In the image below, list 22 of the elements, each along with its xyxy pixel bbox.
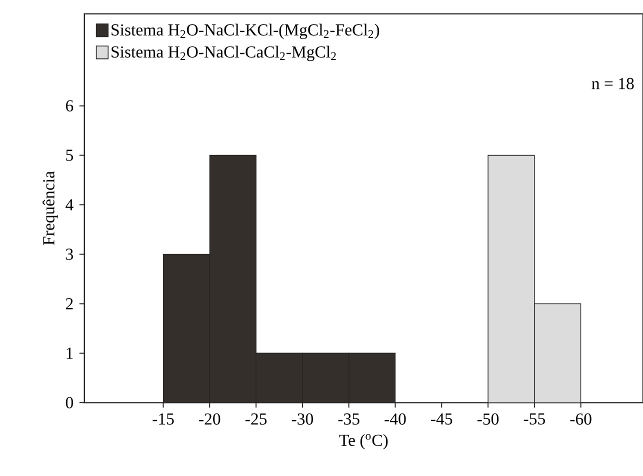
x-tick-label: -25 <box>245 414 267 425</box>
x-tick-label: -30 <box>292 414 313 425</box>
legend-label: Sistema H$_{2}$O-NaCl-CaCl$_{2}$-MgCl$_{2}$ <box>112 46 336 62</box>
x-tick-label: -35 <box>338 414 360 425</box>
x-axis-title: Te ($^{o}$C) <box>339 434 388 450</box>
x-tick-label: -50 <box>477 414 499 425</box>
y-tick-label: 0 <box>66 397 74 408</box>
y-tick-label: 4 <box>66 199 74 210</box>
y-tick-label: 1 <box>66 348 73 359</box>
x-tick-label: -45 <box>431 414 452 425</box>
y-axis-title: Frequência <box>42 171 58 246</box>
x-tick-label: -20 <box>199 414 220 425</box>
y-tick-label: 3 <box>66 248 74 260</box>
x-tick-label: -15 <box>152 414 174 425</box>
y-tick-label: 6 <box>66 100 74 112</box>
x-tick-label: -60 <box>570 414 592 425</box>
x-tick-label: -40 <box>384 414 406 425</box>
y-tick-label: 2 <box>66 298 73 310</box>
y-tick-label: 5 <box>66 150 74 162</box>
legend-label: Sistema H$_{2}$O-NaCl-KCl-(MgCl$_{2}$-FeCl$_{2}$) <box>112 24 380 40</box>
x-tick-label: -55 <box>524 414 545 425</box>
annotation: n = 18 <box>592 78 634 90</box>
